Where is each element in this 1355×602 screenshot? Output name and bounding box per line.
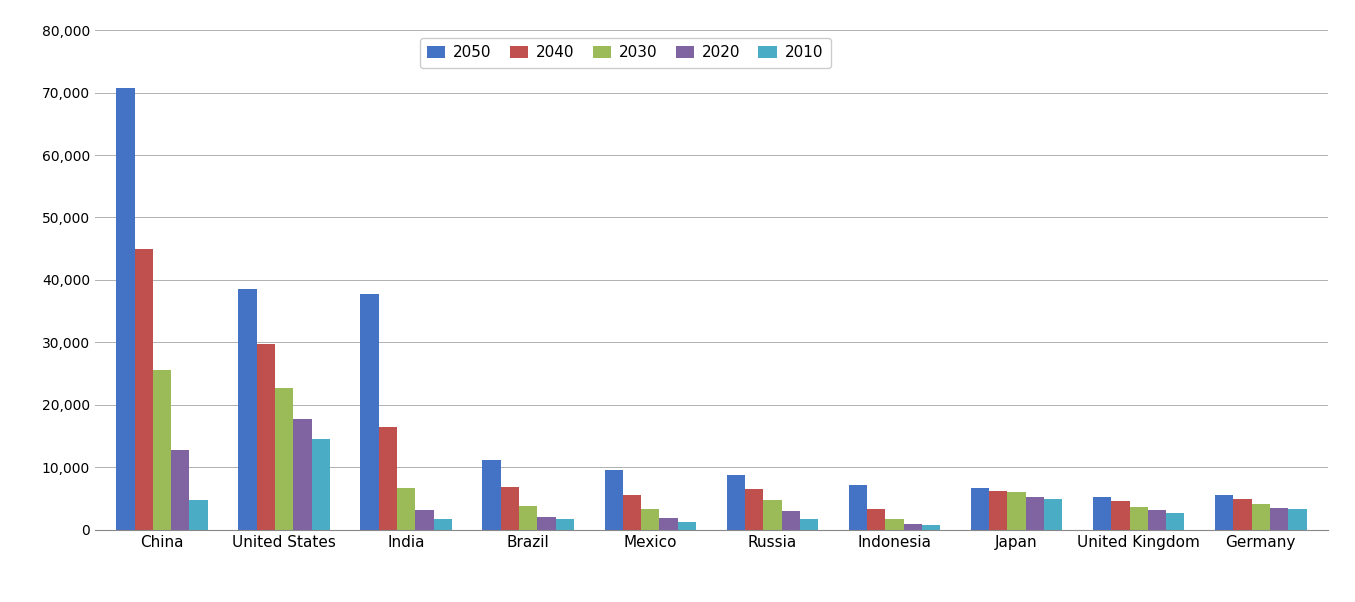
Bar [293,418,312,530]
Bar [256,344,275,530]
Bar [1007,492,1026,530]
Bar [660,518,678,530]
Bar [556,519,575,530]
Bar [867,509,885,530]
Bar [1130,507,1148,530]
Bar [275,388,293,530]
Bar [1148,510,1167,530]
Bar [397,488,416,530]
Bar [745,489,763,530]
Bar [604,470,623,530]
Bar [519,506,538,530]
Bar [378,427,397,530]
Bar [904,524,921,530]
Bar [799,519,818,530]
Bar [678,522,696,530]
Bar [970,488,989,530]
Bar [848,485,867,530]
Bar [1093,497,1111,530]
Bar [117,88,134,530]
Bar [538,517,556,530]
Bar [134,249,153,530]
Bar [360,294,378,530]
Bar [501,486,519,530]
Bar [1289,509,1306,530]
Bar [989,491,1007,530]
Bar [482,460,501,530]
Bar [1252,504,1270,530]
Bar [1045,498,1062,530]
Bar [623,495,641,530]
Bar [885,519,904,530]
Bar [921,526,940,530]
Bar [153,370,171,530]
Bar [238,289,256,530]
Bar [1167,513,1184,530]
Bar [1026,497,1045,530]
Bar [190,500,207,530]
Bar [416,510,434,530]
Bar [1111,501,1130,530]
Bar [1270,508,1289,530]
Legend: 2050, 2040, 2030, 2020, 2010: 2050, 2040, 2030, 2020, 2010 [420,38,831,68]
Bar [312,439,329,530]
Bar [763,500,782,530]
Bar [641,509,660,530]
Bar [1233,499,1252,530]
Bar [1215,495,1233,530]
Bar [726,476,745,530]
Bar [171,450,190,530]
Bar [782,511,799,530]
Bar [434,519,453,530]
